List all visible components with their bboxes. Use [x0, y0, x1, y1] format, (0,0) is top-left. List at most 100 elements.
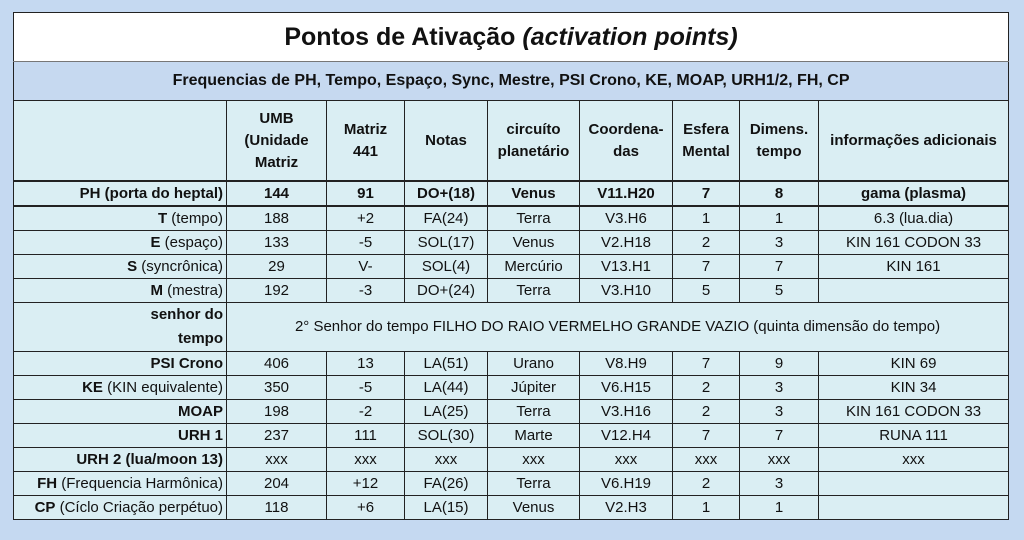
table-cell — [817, 495, 1010, 520]
table-cell: xxx — [579, 447, 673, 472]
table-cell: xxx — [739, 447, 819, 472]
table-cell: Venus — [487, 495, 580, 520]
table-cell: LA(15) — [404, 495, 488, 520]
table-cell: 7 — [739, 423, 819, 448]
row-label-bold: S — [127, 257, 138, 275]
table-cell: LA(51) — [404, 351, 488, 376]
table-subtitle: Frequencias de PH, Tempo, Espaço, Sync, … — [12, 61, 1010, 101]
row-label-bold: T — [157, 209, 168, 227]
table-cell: LA(25) — [404, 399, 488, 424]
table-row: M (mestra) 192 -3 DO+(24) Terra V3.H10 5 5 — [13, 278, 1010, 303]
row-label: URH 2 (lua/moon 13) — [13, 447, 227, 472]
table-cell: xxx — [226, 447, 327, 472]
row-label: S (syncrônica) — [13, 254, 227, 279]
row-label-bold: URH 1 — [177, 426, 223, 444]
table-cell: 188 — [226, 205, 327, 231]
row-label: PSI Crono — [13, 351, 227, 376]
table-cell: 192 — [226, 278, 327, 303]
table-cell: V11.H20 — [579, 180, 673, 207]
table-cell: 91 — [326, 180, 405, 207]
table-cell: 3 — [739, 230, 819, 255]
table-cell: 5 — [672, 278, 740, 303]
table-cell: xxx — [404, 447, 488, 472]
table-cell: Terra — [487, 471, 580, 496]
row-label-detail: (Frequencia Harmônica) — [57, 474, 223, 492]
table-row: PSI Crono 406 13 LA(51) Urano V8.H9 7 9 KIN 69 — [13, 351, 1010, 376]
table-cell: SOL(30) — [404, 423, 488, 448]
table-cell: -5 — [326, 230, 405, 255]
header-cell: Coordena-das — [579, 100, 673, 182]
table-cell: 5 — [739, 278, 819, 303]
header-cell: circuíto planetário — [487, 100, 580, 182]
row-label: CP (Cíclo Criação perpétuo) — [13, 495, 227, 520]
row-label-bold: FH — [37, 474, 58, 492]
table-cell: V2.H18 — [579, 230, 673, 255]
table-cell: Venus — [487, 230, 580, 255]
table-cell: gama (plasma) — [817, 180, 1010, 207]
table-cell: 111 — [326, 423, 405, 448]
row-label-detail: (syncrônica) — [137, 257, 223, 275]
row-label: E (espaço) — [13, 230, 227, 255]
table-cell: Terra — [487, 205, 580, 231]
row-label: MOAP — [13, 399, 227, 424]
table-cell: V12.H4 — [579, 423, 673, 448]
table-cell: V6.H15 — [579, 375, 673, 400]
table-cell: Mercúrio — [487, 254, 580, 279]
row-label-bold: senhor do tempo — [150, 306, 223, 347]
table-cell — [817, 278, 1010, 303]
table-cell: 3 — [739, 375, 819, 400]
header-cell: Dimens. tempo — [739, 100, 819, 182]
table-cell: 118 — [226, 495, 327, 520]
table-cell: 7 — [672, 254, 740, 279]
table-title: Pontos de Ativação (activation points) — [12, 12, 1010, 62]
row-label-bold: PSI Crono — [150, 354, 223, 372]
table-cell: Terra — [487, 278, 580, 303]
table-cell: 6.3 (lua.dia) — [817, 205, 1010, 231]
header-cell: Matriz 441 — [326, 100, 405, 182]
table-cell: KIN 161 CODON 33 — [817, 399, 1010, 424]
table-row: URH 2 (lua/moon 13) xxx xxx xxx xxx xxx xxx xxx… — [13, 447, 1010, 472]
table-cell: V13.H1 — [579, 254, 673, 279]
table-cell: 133 — [226, 230, 327, 255]
row-label-detail: (mestra) — [163, 281, 223, 299]
table-cell: KIN 161 CODON 33 — [817, 230, 1010, 255]
table-cell: 1 — [739, 205, 819, 231]
table-cell — [817, 471, 1010, 496]
table-cell: V3.H16 — [579, 399, 673, 424]
table-cell: V3.H6 — [579, 205, 673, 231]
table-cell: +6 — [326, 495, 405, 520]
activation-points-table: Pontos de Ativação (activation points) F… — [12, 12, 1010, 520]
row-label-bold: MOAP — [178, 402, 223, 420]
row-label: PH (porta do heptal) — [13, 180, 227, 207]
row-label: T (tempo) — [13, 205, 227, 231]
table-cell: 2 — [672, 230, 740, 255]
table-cell: 204 — [226, 471, 327, 496]
table-cell: +2 — [326, 205, 405, 231]
table-cell: -2 — [326, 399, 405, 424]
table-cell: 1 — [739, 495, 819, 520]
row-label-bold: CP — [34, 498, 56, 516]
table-cell: 8 — [739, 180, 819, 207]
table-row: E (espaço) 133 -5 SOL(17) Venus V2.H18 2 3 KIN 1… — [13, 230, 1010, 255]
table-cell: 3 — [739, 471, 819, 496]
header-cell: UMB (Unidade Matriz — [226, 100, 327, 182]
table-cell: V3.H10 — [579, 278, 673, 303]
table-cell: 198 — [226, 399, 327, 424]
table-cell: 2 — [672, 375, 740, 400]
table-row: MOAP 198 -2 LA(25) Terra V3.H16 2 3 KIN 161 CODO… — [13, 399, 1010, 424]
row-label-detail: (KIN equivalente) — [102, 378, 223, 396]
table-cell: KIN 34 — [817, 375, 1010, 400]
table-cell: KIN 161 — [817, 254, 1010, 279]
table-cell: DO+(24) — [404, 278, 488, 303]
table-row: PH (porta do heptal) 144 91 DO+(18) Venus V11… — [13, 180, 1010, 207]
table-cell: FA(24) — [404, 205, 488, 231]
table-row: S (syncrônica) 29 V- SOL(4) Mercúrio V13.H1 7 7… — [13, 254, 1010, 279]
table-cell: -3 — [326, 278, 405, 303]
row-label: KE (KIN equivalente) — [13, 375, 227, 400]
title-italic: (activation points) — [522, 23, 738, 51]
table-row: FH (Frequencia Harmônica) 204 +12 FA(26) Ter… — [13, 471, 1010, 496]
row-label-detail: (Cíclo Criação perpétuo) — [55, 498, 223, 516]
table-cell: 2 — [672, 399, 740, 424]
activation-points-table-container: Pontos de Ativação (activation points) F… — [12, 12, 1010, 520]
table-cell: Marte — [487, 423, 580, 448]
